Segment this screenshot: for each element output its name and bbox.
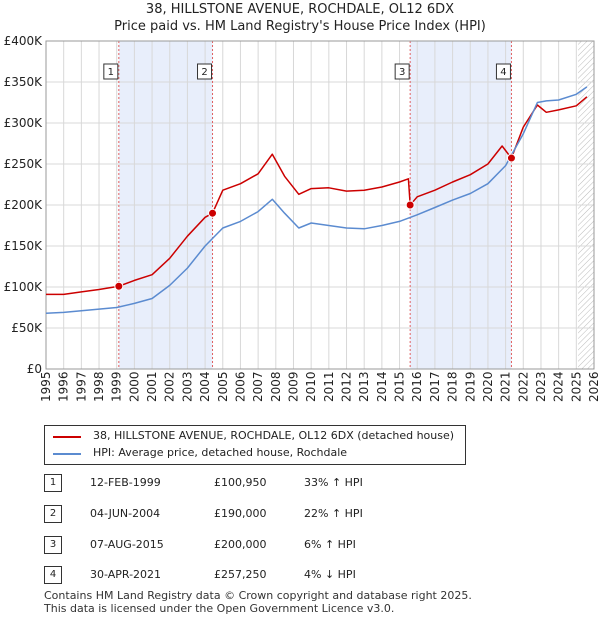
x-tick-label: 2025 <box>569 371 583 402</box>
x-tick-label: 2021 <box>499 371 513 402</box>
x-tick-label: 2017 <box>428 371 442 402</box>
sale-hpi-change: 4% ↓ HPI <box>304 568 356 581</box>
legend-swatch-price <box>53 436 81 438</box>
x-tick-label: 1997 <box>74 371 88 402</box>
footer-copyright: Contains HM Land Registry data © Crown c… <box>44 589 472 602</box>
sale-number-label: 2 <box>201 67 207 78</box>
sale-number-badge: 3 <box>44 536 62 554</box>
y-tick-label: £400K <box>4 34 44 48</box>
chart-subtitle: Price paid vs. HM Land Registry's House … <box>114 19 486 34</box>
legend-swatch-hpi <box>53 453 81 455</box>
sale-number-badge: 2 <box>44 505 62 523</box>
x-tick-label: 2002 <box>163 371 177 402</box>
x-tick-label: 2010 <box>304 371 318 402</box>
x-tick-label: 2007 <box>251 371 265 402</box>
price-chart: 1 2 3 4 £0 £50K £100K £150K £200K £250K £300K £350K… <box>4 34 600 402</box>
y-tick-label: £50K <box>11 321 43 335</box>
x-tick-label: 2022 <box>516 371 530 402</box>
sale-price: £100,950 <box>214 476 267 489</box>
sale-price: £257,250 <box>214 568 267 581</box>
x-tick-label: 1995 <box>39 371 53 402</box>
legend-label-price: 38, HILLSTONE AVENUE, ROCHDALE, OL12 6DX… <box>93 429 455 442</box>
sale-hpi-change: 22% ↑ HPI <box>304 507 363 520</box>
series-line-hpi <box>45 86 588 314</box>
sale-point <box>114 281 124 291</box>
x-tick-label: 2014 <box>375 371 389 402</box>
x-tick-label: 2016 <box>410 371 424 402</box>
x-tick-label: 2018 <box>446 371 460 402</box>
x-tick-label: 2013 <box>357 371 371 402</box>
sale-point <box>208 208 218 218</box>
x-tick-label: 2003 <box>180 371 194 402</box>
chart-legend: 38, HILLSTONE AVENUE, ROCHDALE, OL12 6DX… <box>44 425 466 465</box>
sale-number-badge: 1 <box>44 474 62 492</box>
x-tick-label: 2004 <box>198 371 212 402</box>
sale-number-label: 1 <box>108 67 114 78</box>
x-tick-label: 2026 <box>587 371 600 402</box>
x-tick-label: 2023 <box>534 371 548 402</box>
x-tick-label: 2012 <box>340 371 354 402</box>
x-tick-label: 2019 <box>463 371 477 402</box>
sale-hpi-change: 33% ↑ HPI <box>304 476 363 489</box>
y-tick-label: £350K <box>4 75 44 89</box>
y-tick-label: £250K <box>4 157 44 171</box>
sale-date: 07-AUG-2015 <box>90 538 164 551</box>
y-tick-label: £100K <box>4 280 44 294</box>
x-tick-label: 1998 <box>92 371 106 402</box>
x-tick-label: 2000 <box>127 371 141 402</box>
sale-number-box <box>103 63 119 80</box>
sale-point <box>405 200 415 210</box>
x-tick-label: 2009 <box>286 371 300 402</box>
y-tick-label: £0 <box>27 362 42 376</box>
x-tick-label: 1999 <box>110 371 124 402</box>
sale-price: £200,000 <box>214 538 267 551</box>
sale-number-label: 4 <box>500 67 506 78</box>
sale-number-box <box>495 63 511 80</box>
x-tick-label: 2008 <box>269 371 283 402</box>
sale-number-badge: 4 <box>44 566 62 584</box>
sale-date: 12-FEB-1999 <box>90 476 161 489</box>
y-tick-label: £200K <box>4 198 44 212</box>
plot-frame <box>45 40 595 370</box>
x-tick-label: 2024 <box>552 371 566 402</box>
sale-date: 04-JUN-2004 <box>90 507 161 520</box>
sale-row: 3 07-AUG-2015 £200,000 6% ↑ HPI <box>44 536 584 556</box>
sale-number-box <box>394 63 410 80</box>
sale-hpi-change: 6% ↑ HPI <box>304 538 356 551</box>
x-tick-label: 2015 <box>393 371 407 402</box>
sale-date: 30-APR-2021 <box>90 568 162 581</box>
sale-row: 2 04-JUN-2004 £190,000 22% ↑ HPI <box>44 505 584 525</box>
y-tick-label: £300K <box>4 116 44 130</box>
x-tick-label: 1996 <box>57 371 71 402</box>
legend-label-hpi: HPI: Average price, detached house, Roch… <box>93 446 348 459</box>
sale-row: 4 30-APR-2021 £257,250 4% ↓ HPI <box>44 566 584 586</box>
x-tick-label: 2011 <box>322 371 336 402</box>
sale-row: 1 12-FEB-1999 £100,950 33% ↑ HPI <box>44 474 584 494</box>
footer-license: This data is licensed under the Open Gov… <box>44 602 395 615</box>
sale-point <box>506 153 516 163</box>
x-tick-label: 2006 <box>233 371 247 402</box>
chart-title-address: 38, HILLSTONE AVENUE, ROCHDALE, OL12 6DX <box>145 2 455 17</box>
x-tick-label: 2001 <box>145 371 159 402</box>
sale-number-box <box>197 63 213 80</box>
x-tick-label: 2005 <box>216 371 230 402</box>
sale-number-label: 3 <box>399 67 405 78</box>
sale-price: £190,000 <box>214 507 267 520</box>
x-tick-label: 2020 <box>481 371 495 402</box>
y-tick-label: £150K <box>4 239 44 253</box>
